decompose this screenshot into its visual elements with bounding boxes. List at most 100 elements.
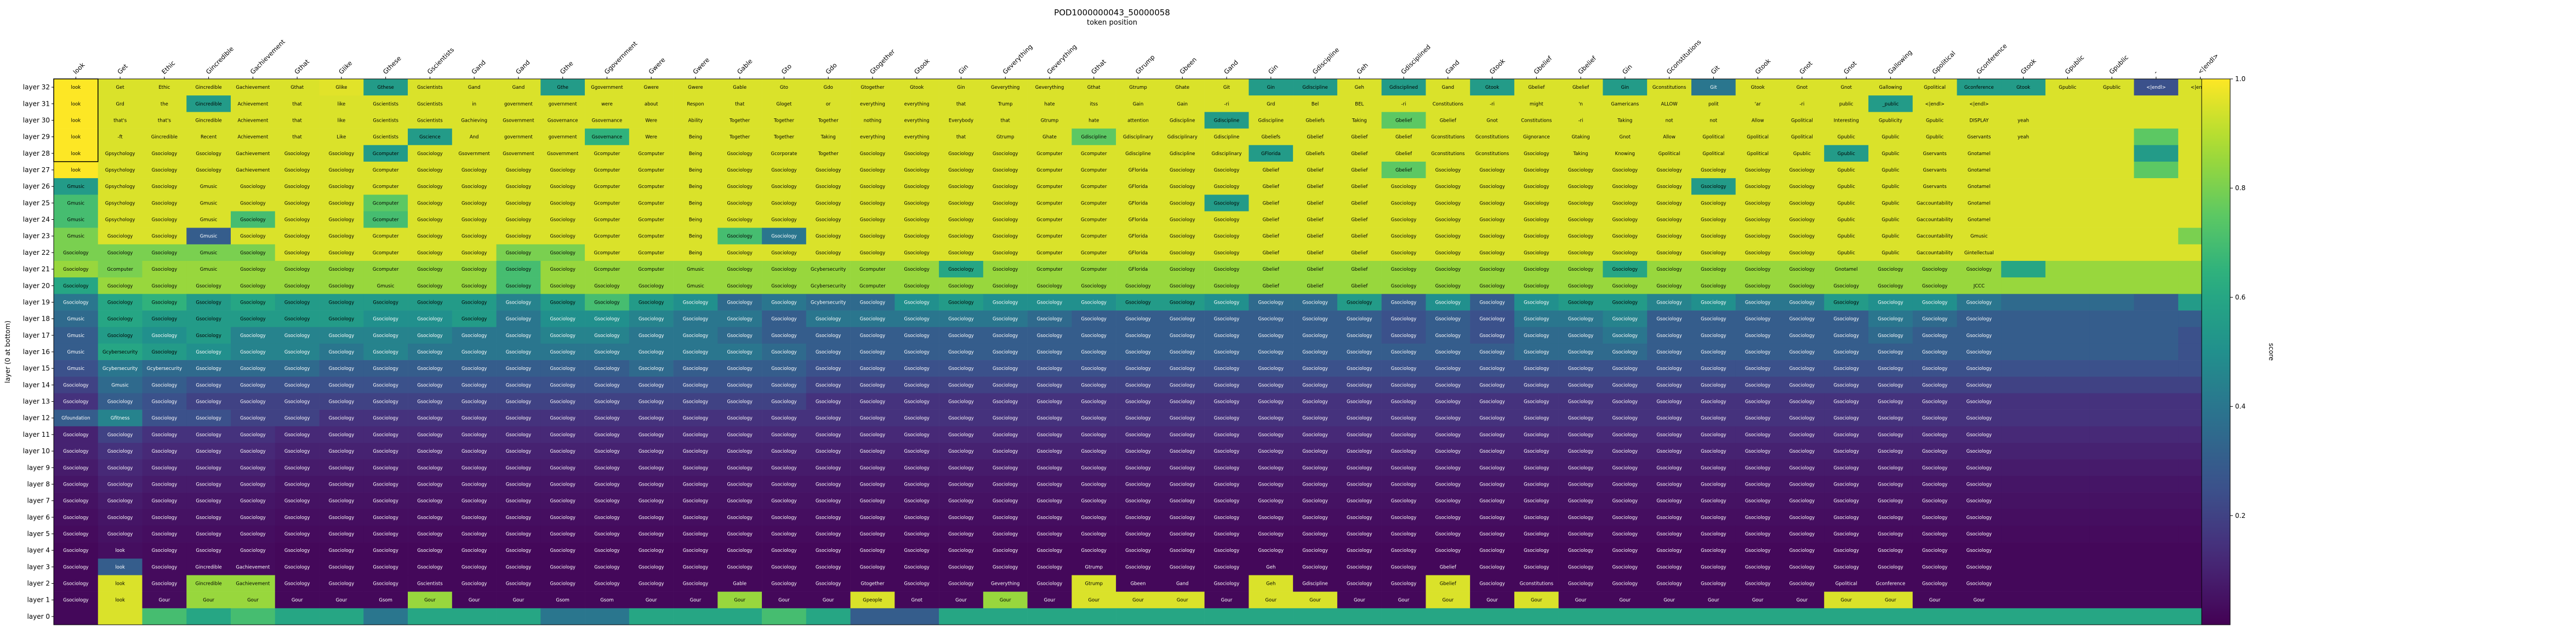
- cell-label: Gsociology: [1656, 184, 1682, 190]
- cell-label: Gsociology: [993, 383, 1018, 388]
- heatmap-cell: [2045, 443, 2090, 460]
- heatmap-cell: [2134, 343, 2179, 361]
- cell-label: Gsociology: [506, 416, 531, 421]
- cell-label: Gsociology: [816, 581, 841, 587]
- cell-label: Gtrump: [1041, 118, 1058, 123]
- heatmap-cell: [939, 277, 984, 294]
- cell-label: Gsociology: [1435, 218, 1461, 223]
- cell-label: Gsociology: [1745, 267, 1770, 272]
- cell-label: government: [549, 101, 577, 107]
- heatmap-cell: [1868, 95, 1913, 112]
- cell-label: Gsociology: [196, 300, 221, 305]
- cell-label: Gsociology: [1745, 449, 1770, 454]
- cell-label: Gsociology: [373, 300, 398, 305]
- cell-label: Gsociology: [461, 449, 487, 454]
- cell-label: Gcomputer: [1081, 218, 1107, 223]
- cell-label: Gsociology: [1081, 499, 1107, 504]
- cell-label: Gsociology: [506, 515, 531, 521]
- cell-label: Gsociology: [1568, 201, 1593, 206]
- cell-label: Gpolitical: [1659, 151, 1680, 157]
- heatmap-cell: [2134, 161, 2179, 179]
- cell-label: Gpublic: [1882, 201, 1899, 206]
- cell-label: Gsociology: [1258, 532, 1284, 537]
- heatmap-cell: [1160, 277, 1205, 294]
- heatmap-cell: [452, 161, 497, 179]
- y-tick-label: layer 28: [23, 150, 50, 157]
- heatmap-cell: [231, 79, 276, 96]
- heatmap-cell: [1116, 145, 1161, 162]
- cell-label: Gsociology: [1391, 449, 1416, 454]
- cell-label: Gsociology: [1922, 333, 1947, 339]
- x-tick-label: Gand: [470, 59, 487, 76]
- cell-label: Gsociology: [639, 317, 664, 322]
- cell-label: Gour: [247, 598, 259, 603]
- heatmap-cell: [1337, 261, 1382, 278]
- heatmap-cell: [1691, 112, 1736, 129]
- x-tick-label: Geh: [1355, 61, 1369, 76]
- cell-label: Gsociology: [461, 283, 487, 289]
- cell-label: Gsociology: [1170, 383, 1195, 388]
- cell-label: Gsociology: [1878, 465, 1903, 471]
- y-tick-label: layer 23: [23, 232, 50, 240]
- cell-label: Gsociology: [461, 564, 487, 570]
- cell-label: Gsociology: [904, 581, 929, 587]
- heatmap-cell: [1381, 211, 1426, 228]
- y-tick-label: layer 2: [27, 580, 50, 588]
- heatmap-cell: [850, 145, 895, 162]
- cell-label: GFlorida: [1129, 184, 1148, 190]
- cell-label: Gbelief: [1440, 564, 1457, 570]
- cell-label: Being: [689, 168, 702, 173]
- heatmap-cell: [319, 277, 364, 294]
- heatmap-cell: [1204, 211, 1249, 228]
- y-tick-label: layer 1: [27, 596, 50, 604]
- heatmap-cell: [1204, 244, 1249, 261]
- cell-label: Gpublicity: [1879, 118, 1902, 123]
- cell-label: Gsociology: [1789, 234, 1815, 239]
- cell-label: Gsociology: [1656, 532, 1682, 537]
- heatmap-cell: [585, 211, 630, 228]
- heatmap-cell: [319, 261, 364, 278]
- cell-label: Gour: [1840, 598, 1852, 603]
- y-tick-label: layer 27: [23, 166, 50, 174]
- cell-label: Gsociology: [373, 564, 398, 570]
- cell-label: Gsociology: [1214, 432, 1239, 438]
- cell-label: Gsociology: [550, 400, 575, 405]
- cell-label: Gcomputer: [638, 250, 664, 256]
- cell-label: GFlorida: [1261, 151, 1281, 157]
- cell-label: Gpolitical: [1791, 135, 1813, 140]
- heatmap-cell: [1558, 128, 1603, 146]
- cell-label: Gsociology: [683, 350, 708, 355]
- heatmap-cell: [98, 112, 143, 129]
- cell-label: Gsociology: [329, 201, 354, 206]
- cell-label: Gsociology: [1656, 267, 1682, 272]
- cell-label: Gsociology: [727, 532, 752, 537]
- cell-label: Gdiscipline: [1302, 85, 1328, 90]
- heatmap-cell: [1337, 145, 1382, 162]
- cell-label: Gsociology: [1612, 317, 1638, 322]
- cell-label: everything: [860, 135, 885, 140]
- heatmap-cell: [275, 178, 320, 195]
- cell-label: Gsociology: [152, 300, 177, 305]
- cell-label: Gcomputer: [1081, 201, 1107, 206]
- heatmap-cell: [540, 261, 585, 278]
- cell-label: Gsociology: [373, 366, 398, 372]
- cell-label: Gsociology: [373, 383, 398, 388]
- y-tick-label: layer 29: [23, 133, 50, 141]
- cell-label: Gsociology: [1701, 383, 1726, 388]
- cell-label: Gsociology: [816, 234, 841, 239]
- x-tick-label: Gthat: [1090, 58, 1108, 76]
- cell-label: Gsociology: [506, 564, 531, 570]
- cell-label: Gsociology: [1125, 350, 1150, 355]
- cell-label: Gsociology: [1656, 283, 1682, 289]
- cell-label: Gaccountability: [1917, 201, 1953, 206]
- heatmap-cell: [142, 227, 187, 245]
- heatmap-cell: [2045, 426, 2090, 443]
- cell-label: Gsociology: [1568, 564, 1593, 570]
- cell-label: Gsociology: [1568, 432, 1593, 438]
- heatmap-cell: [2001, 377, 2046, 394]
- heatmap-cell: [629, 244, 674, 261]
- cell-label: Geverything: [991, 581, 1019, 587]
- heatmap-cell: [894, 261, 939, 278]
- heatmap-cell: [1603, 178, 1648, 195]
- cell-label: Gsociology: [196, 383, 221, 388]
